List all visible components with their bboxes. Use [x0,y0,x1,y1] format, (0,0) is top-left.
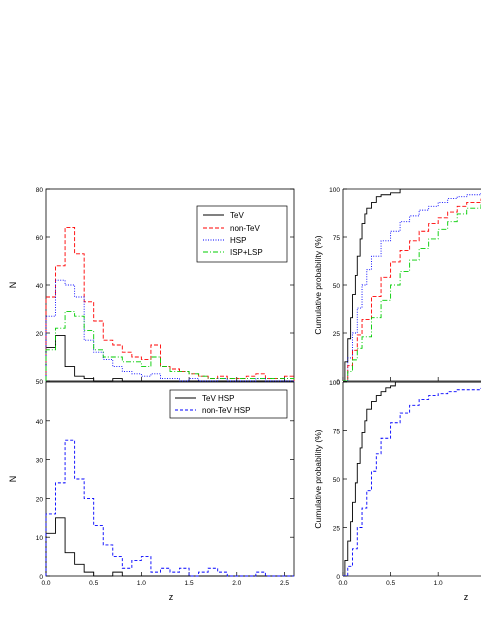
hist-bottom-series-tev-hsp [45,517,294,577]
hist-top-ytick-label-0: 50 [36,379,44,386]
hist-top-series-hsp [45,279,294,382]
hist-top-ytick-label-2: 40 [36,283,44,290]
cdf-bottom-ytick-label-3: 75 [333,429,341,436]
legend-label-hsp: HSP [230,236,246,245]
cdf-top-ytick-label-4: 100 [329,187,340,194]
hist-top-ytick-label-1: 20 [36,331,44,338]
cdf-bottom-axis-ticks: 0 25 50 75 100 0.0 0.5 1.0 [329,380,443,587]
legend-label-non-tev-hsp: non-TeV HSP [202,406,250,415]
legend-label-tev-hsp: TeV HSP [202,394,234,403]
cdf-top-series-group [343,189,481,381]
hist-bottom-ylabel: N [8,476,18,483]
cdf-bottom-series-group [343,382,481,576]
hist-bottom-ytick-label-3: 30 [36,458,44,465]
legend-label-isp-lsp: ISP+LSP [230,248,263,257]
hist-bottom-ytick-label-2: 20 [36,496,44,503]
cdf-bottom-xlabel: z [464,592,469,602]
cdf-top-ytick-label-1: 25 [333,331,341,338]
hist-bottom-xtick-label-4: 2.0 [232,580,241,587]
legend-label-non-tev: non-TeV [230,224,260,233]
cdf-bottom-series-non-tev-hsp [343,387,481,576]
cdf-top-ytick-label-2: 50 [333,283,341,290]
cdf-top-series-isp-lsp [343,204,481,381]
hist-bottom-xtick-label-3: 1.5 [185,580,194,587]
hist-bottom-ytick-label-1: 10 [36,535,44,542]
hist-bottom-series-group [45,439,294,577]
legend-label-tev: TeV [230,211,244,220]
hist-bottom-legend: TeV HSP non-TeV HSP [169,389,288,419]
cdf-bottom-ytick-label-1: 25 [333,526,341,533]
cdf-bottom-panel: 0 25 50 75 100 0.0 0.5 1.0 Cumulative probabili… [313,380,481,602]
hist-bottom-xlabel: z [169,592,174,602]
hist-top-ytick-label-3: 60 [36,235,44,242]
hist-bottom-ytick-label-4: 40 [36,419,44,426]
cdf-top-axis-ticks: 0 25 50 75 100 [329,187,439,386]
hist-top-series-group [45,226,295,382]
hist-bottom-xtick-label-0: 0.0 [41,580,50,587]
hist-top-series-isp-lsp [45,310,295,381]
hist-bottom-ytick-label-0: 0 [39,574,43,581]
hist-bottom-xtick-label-2: 1.0 [137,580,146,587]
hist-top-ytick-label-4: 80 [36,187,44,194]
cdf-top-series-non-tev [343,198,481,381]
hist-bottom-panel: 0 10 20 30 40 0.0 0.5 1.0 1.5 2.0 2.5 N z TeV HSP … [8,381,295,602]
hist-bottom-xtick-label-5: 2.5 [280,580,289,587]
cdf-top-ytick-label-0: 0 [336,379,340,386]
hist-top-legend: TeV non-TeV HSP ISP+LSP [196,205,288,263]
cdf-top-series-tev [343,189,481,381]
cdf-bottom-ylabel: Cumulative probability (%) [313,429,323,528]
cdf-bottom-series-tev-hsp [343,382,481,576]
hist-top-panel: 50 20 40 60 80 N TeV non-TeV HSP ISP+LSP [8,187,295,386]
cdf-top-series-hsp [343,192,481,381]
cdf-bottom-xtick-label-2: 1.0 [434,580,443,587]
cdf-bottom-ytick-label-4: 100 [329,380,340,387]
hist-bottom-series-non-tev-hsp [45,439,294,577]
hist-bottom-axis-ticks: 0 10 20 30 40 0.0 0.5 1.0 1.5 2.0 2.5 [36,419,294,587]
cdf-top-panel: 0 25 50 75 100 Cumulative probability (%) [313,187,481,386]
cdf-bottom-xtick-label-1: 0.5 [386,580,395,587]
hist-top-ylabel: N [8,282,18,289]
cdf-bottom-ytick-label-0: 0 [336,574,340,581]
hist-top-series-tev [45,334,294,382]
cdf-top-ylabel: Cumulative probability (%) [313,235,323,334]
cdf-bottom-ytick-label-2: 50 [333,477,341,484]
cdf-bottom-xtick-label-0: 0.0 [338,580,347,587]
hist-bottom-legend-box [169,389,288,419]
cdf-top-ytick-label-3: 75 [333,235,341,242]
hist-bottom-xtick-label-1: 0.5 [89,580,98,587]
